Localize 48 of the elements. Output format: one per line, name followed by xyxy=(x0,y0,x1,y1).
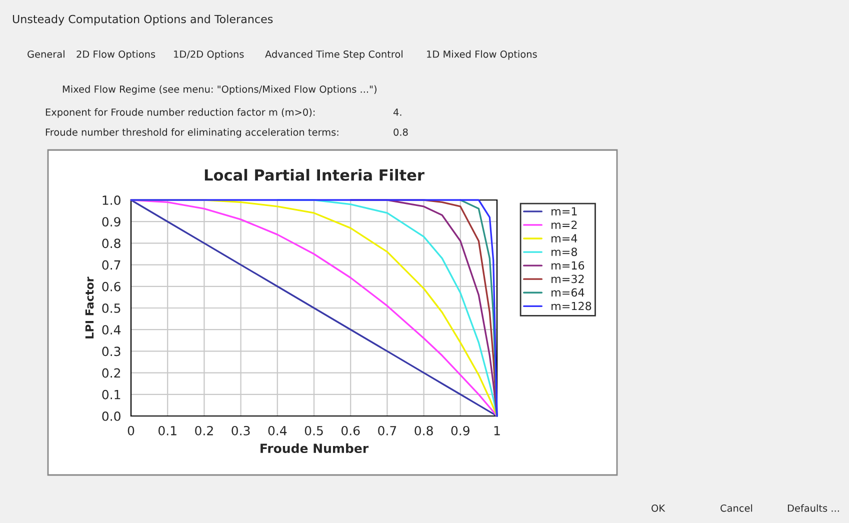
text: Cancel xyxy=(720,504,752,512)
text: Unsteady Computation Options and Tolerances xyxy=(12,14,273,26)
legend-label: m=4 xyxy=(552,234,578,242)
x-tick-label: 0.1 xyxy=(158,426,176,436)
y-axis-title: LPI Factor xyxy=(85,276,94,338)
x-tick-label: 0.5 xyxy=(304,426,323,436)
chart-title: Local Partial Interia Filter xyxy=(204,168,424,181)
y-tick-label: 0.2 xyxy=(102,368,120,378)
x-tick-label: 0.6 xyxy=(341,426,360,436)
y-tick-label: 0.5 xyxy=(102,303,120,313)
y-tick-label: 0.8 xyxy=(102,238,120,248)
x-tick-label: 0.4 xyxy=(268,426,287,436)
x-tick-label: 0.3 xyxy=(232,426,250,436)
x-tick-label: 0.9 xyxy=(451,426,470,436)
x-tick-label: 1 xyxy=(494,426,500,436)
text: 1D/2D Options xyxy=(174,50,244,60)
legend-label: m=2 xyxy=(552,220,577,229)
text: 1D Mixed Flow Options xyxy=(427,50,537,60)
text: OK xyxy=(652,504,666,512)
x-tick-label: 0.2 xyxy=(195,426,213,436)
text: Mixed Flow Regime (see menu: "Options/Mixed Flow Options ...") xyxy=(62,85,376,95)
text: Froude number threshold for eliminating acceleration terms: xyxy=(46,128,338,138)
legend-label: m=128 xyxy=(552,302,592,310)
y-tick-label: 0.6 xyxy=(102,282,120,292)
y-tick-label: 0.7 xyxy=(102,260,120,270)
x-tick-label: 0.8 xyxy=(414,426,433,436)
text: 4. xyxy=(393,108,402,116)
text: 2D Flow Options xyxy=(76,50,156,60)
y-tick-label: 0.3 xyxy=(102,346,120,356)
legend-label: m=32 xyxy=(552,274,584,284)
text: Exponent for Froude number reduction factor m (m>0): xyxy=(46,108,315,118)
y-tick-label: 1.0 xyxy=(102,195,120,205)
y-tick-label: 0.4 xyxy=(102,325,121,335)
y-tick-label: 0.0 xyxy=(102,411,120,421)
y-tick-label: 0.1 xyxy=(102,390,120,400)
x-axis-title: Froude Number xyxy=(260,443,369,454)
legend-label: m=16 xyxy=(552,261,584,270)
legend-label: m=8 xyxy=(552,248,577,256)
legend-label: m=1 xyxy=(552,207,577,216)
legend-label: m=64 xyxy=(552,288,584,297)
text: General xyxy=(28,50,64,58)
text: Advanced Time Step Control xyxy=(265,50,402,60)
y-tick-label: 0.9 xyxy=(102,217,120,227)
line-series xyxy=(130,199,498,417)
x-tick-label: 0.7 xyxy=(378,426,396,436)
text: Defaults ... xyxy=(788,504,839,512)
text: 0.8 xyxy=(394,128,408,136)
x-tick-label: 0 xyxy=(128,426,134,436)
